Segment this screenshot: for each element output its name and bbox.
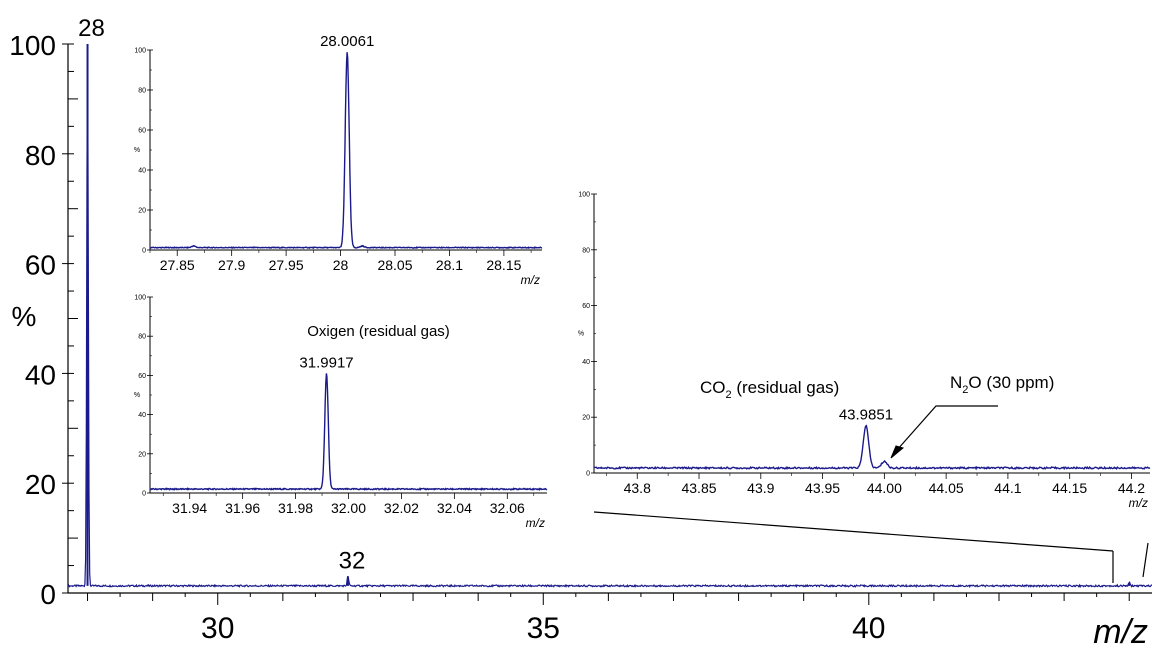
inset-x-tick-label: 28 — [333, 257, 349, 273]
inset-x-tick-label: 44.05 — [929, 480, 964, 496]
main-peak-label: 32 — [339, 548, 366, 575]
inset-y-tick-label: 40 — [138, 168, 146, 175]
inset-y-axis-label: % — [134, 147, 140, 154]
inset-spectrum-line — [149, 373, 548, 492]
inset-chart-co2: 0 20 40 60 80 100% 43.8 43.85 43.9 43.95 44.00 44.0… — [578, 192, 1151, 510]
inset-x-tick-label: 31.94 — [172, 500, 207, 516]
inset-y-tick-label: 0 — [142, 248, 146, 255]
inset-x-tick-label: 32.02 — [384, 500, 419, 516]
main-peak-label: 28 — [78, 15, 105, 42]
inset-x-tick-label: 32.06 — [490, 500, 525, 516]
inset-y-tick-label: 40 — [582, 359, 590, 366]
main-y-tick-label: 20 — [25, 469, 56, 500]
main-y-tick-label: 60 — [25, 250, 56, 281]
inset-x-tick-label: 28.15 — [486, 257, 521, 273]
inset-x-tick-label: 44.2 — [1118, 480, 1145, 496]
main-y-tick-label: 0 — [40, 579, 56, 610]
inset-y-tick-label: 60 — [138, 128, 146, 135]
inset-y-tick-label: 20 — [138, 451, 146, 458]
zoom-line — [593, 511, 1114, 552]
inset-y-tick-label: 80 — [138, 88, 146, 95]
inset-x-tick-label: 27.95 — [269, 257, 304, 273]
inset-x-tick-label: 43.85 — [681, 480, 716, 496]
inset-x-tick-label: 32.00 — [331, 500, 366, 516]
inset-x-tick-label: 27.85 — [160, 257, 195, 273]
inset-x-tick-label: 27.9 — [218, 257, 245, 273]
inset-x-tick-label: 44.1 — [994, 480, 1021, 496]
main-spectrum-chart: 0 20 40 60 80 100 30 35 40 m/z% 28 32 — [9, 15, 1152, 650]
inset-y-axis-label: % — [134, 392, 140, 399]
inset-x-tick-label: 32.04 — [437, 500, 472, 516]
inset-peak-label: 43.9851 — [839, 407, 893, 424]
inset-x-axis-label: m/z — [526, 516, 545, 530]
inset-peak-label: 28.0061 — [320, 33, 374, 50]
inset-annotation-oxygen: Oxigen (residual gas) — [307, 323, 450, 340]
main-y-axis-label: % — [12, 301, 37, 332]
inset-x-tick-label: 44.00 — [867, 480, 902, 496]
inset-x-tick-label: 44.15 — [1052, 480, 1087, 496]
inset-chart-n2: 0 20 40 60 80 100% 27.85 27.9 27.95 28 28.05 28.1 28… — [134, 33, 543, 287]
inset-x-tick-label: 43.95 — [805, 480, 840, 496]
main-spectrum-line — [67, 50, 1152, 589]
inset-y-tick-label: 100 — [578, 192, 590, 199]
inset-x-axis-label: m/z — [1129, 496, 1148, 510]
inset-x-tick-label: 28.1 — [436, 257, 463, 273]
inset-y-tick-label: 60 — [138, 373, 146, 380]
n2o-callout-arrowhead — [890, 445, 905, 459]
inset-y-tick-label: 80 — [582, 247, 590, 254]
inset-x-tick-label: 31.98 — [278, 500, 313, 516]
main-y-tick-label: 100 — [9, 30, 56, 61]
main-x-axis-label: m/z — [1093, 613, 1148, 650]
inset-y-tick-label: 80 — [138, 334, 146, 341]
inset-y-tick-label: 0 — [142, 491, 146, 498]
main-x-tick-label: 35 — [527, 612, 560, 645]
n2o-callout-line — [896, 405, 998, 451]
inset-x-tick-label: 31.96 — [225, 500, 260, 516]
inset-x-axis-label: m/z — [521, 273, 540, 287]
zoom-line — [1142, 542, 1149, 578]
inset-y-tick-label: 100 — [134, 295, 146, 302]
main-y-tick-label: 40 — [25, 359, 56, 390]
inset-spectrum-line — [593, 424, 1151, 471]
inset-x-tick-label: 28.05 — [377, 257, 412, 273]
inset-y-tick-label: 0 — [586, 471, 590, 478]
inset-y-tick-label: 60 — [582, 303, 590, 310]
inset-annotation-co2: CO2 (residual gas) — [700, 378, 839, 401]
main-x-tick-label: 30 — [201, 612, 234, 645]
zoom-lines — [593, 511, 1149, 583]
inset-annotation-n2o: N2O (30 ppm) — [950, 373, 1054, 396]
inset-x-tick-label: 43.8 — [624, 480, 651, 496]
inset-chart-o2: 0 20 40 60 80 100% 31.94 31.96 31.98 32.00 32.02 32… — [134, 295, 548, 530]
inset-y-tick-label: 40 — [138, 412, 146, 419]
inset-peak-label: 31.9917 — [299, 354, 353, 371]
main-x-tick-label: 40 — [852, 612, 885, 645]
inset-y-tick-label: 20 — [138, 208, 146, 215]
inset-y-tick-label: 20 — [582, 415, 590, 422]
inset-x-tick-label: 43.9 — [747, 480, 774, 496]
inset-y-tick-label: 100 — [134, 48, 146, 55]
main-y-tick-label: 80 — [25, 140, 56, 171]
inset-spectrum-line — [149, 52, 543, 250]
inset-y-axis-label: % — [578, 331, 584, 338]
